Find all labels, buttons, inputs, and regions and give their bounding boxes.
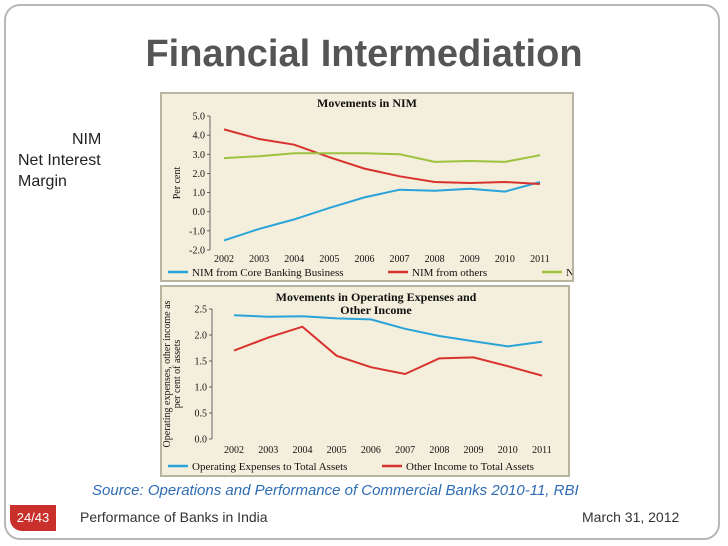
series-line-1	[223, 181, 541, 242]
series-line-2	[223, 128, 541, 185]
opex-chart-svg: Movements in Operating Expenses andOther…	[162, 290, 552, 473]
side-label-net-interest: Net Interest	[18, 152, 101, 169]
footer-date: March 31, 2012	[582, 509, 680, 525]
y-tick-label: 1.5	[195, 357, 208, 368]
y-tick-label: 3.0	[193, 150, 206, 161]
y-tick-label: 5.0	[193, 112, 206, 123]
x-tick-label: 2011	[530, 254, 550, 265]
y-tick-label: 0.0	[195, 435, 208, 446]
x-tick-label: 2007	[395, 445, 415, 456]
y-axis-label: Per cent	[172, 167, 183, 200]
x-tick-label: 2003	[258, 445, 278, 456]
y-tick-label: -1.0	[189, 226, 205, 237]
x-tick-label: 2002	[214, 254, 234, 265]
x-tick-label: 2006	[361, 445, 381, 456]
x-tick-label: 2010	[498, 445, 518, 456]
nim-chart-svg: Movements in NIM Per cent 5.0 4.0 3.0 2.0 1.0 0…	[168, 96, 572, 279]
x-tick-label: 2004	[292, 445, 312, 456]
y-axis-label-line2: per cent of assets	[172, 340, 183, 409]
x-tick-label: 2009	[464, 445, 484, 456]
legend-label-1: NIM from Core Banking Business	[192, 267, 344, 279]
series-line-1	[233, 314, 543, 348]
chart-title-line2: Other Income	[340, 303, 412, 317]
y-tick-label: 2.0	[195, 331, 208, 342]
legend-label-3: NIM	[566, 267, 572, 279]
slide-frame	[4, 4, 720, 540]
source-note: Source: Operations and Performance of Co…	[92, 482, 579, 499]
x-tick-label: 2011	[532, 445, 552, 456]
y-tick-label: 2.0	[193, 169, 206, 180]
nim-chart: Movements in NIM Per cent 5.0 4.0 3.0 2.0 1.0 0…	[160, 92, 574, 282]
x-tick-label: 2005	[319, 254, 339, 265]
side-label-nim: NIM	[72, 131, 102, 148]
y-tick-label: -2.0	[189, 246, 205, 257]
x-tick-label: 2009	[460, 254, 480, 265]
x-tick-label: 2008	[425, 254, 445, 265]
series-line-3	[223, 152, 541, 163]
footer-title: Performance of Banks in India	[80, 509, 268, 525]
x-tick-label: 2003	[249, 254, 269, 265]
side-label-margin: Margin	[18, 173, 67, 190]
legend-label-2: NIM from others	[412, 267, 487, 279]
x-tick-label: 2006	[354, 254, 374, 265]
slide-title: Financial Intermediation	[145, 33, 583, 75]
chart-title: Movements in Operating Expenses and	[276, 290, 477, 304]
x-tick-label: 2004	[284, 254, 304, 265]
x-tick-label: 2010	[495, 254, 515, 265]
x-tick-label: 2008	[429, 445, 449, 456]
y-axis-label: Operating expenses, other income as	[162, 300, 173, 447]
y-tick-label: 4.0	[193, 131, 206, 142]
x-tick-label: 2002	[224, 445, 244, 456]
y-tick-label: 1.0	[193, 188, 206, 199]
opex-chart: Movements in Operating Expenses and Other…	[160, 285, 570, 477]
y-tick-label: 0.0	[193, 207, 206, 218]
x-tick-label: 2005	[327, 445, 347, 456]
series-line-2	[233, 325, 543, 377]
chart-title: Movements in NIM	[317, 96, 417, 110]
slide-number-badge: 24/43	[10, 505, 56, 531]
legend-label-1: Operating Expenses to Total Assets	[192, 461, 347, 473]
y-tick-label: 1.0	[195, 383, 208, 394]
x-tick-label: 2007	[390, 254, 410, 265]
legend-label-2: Other Income to Total Assets	[406, 461, 534, 473]
y-tick-label: 0.5	[195, 409, 208, 420]
y-tick-label: 2.5	[195, 305, 208, 316]
